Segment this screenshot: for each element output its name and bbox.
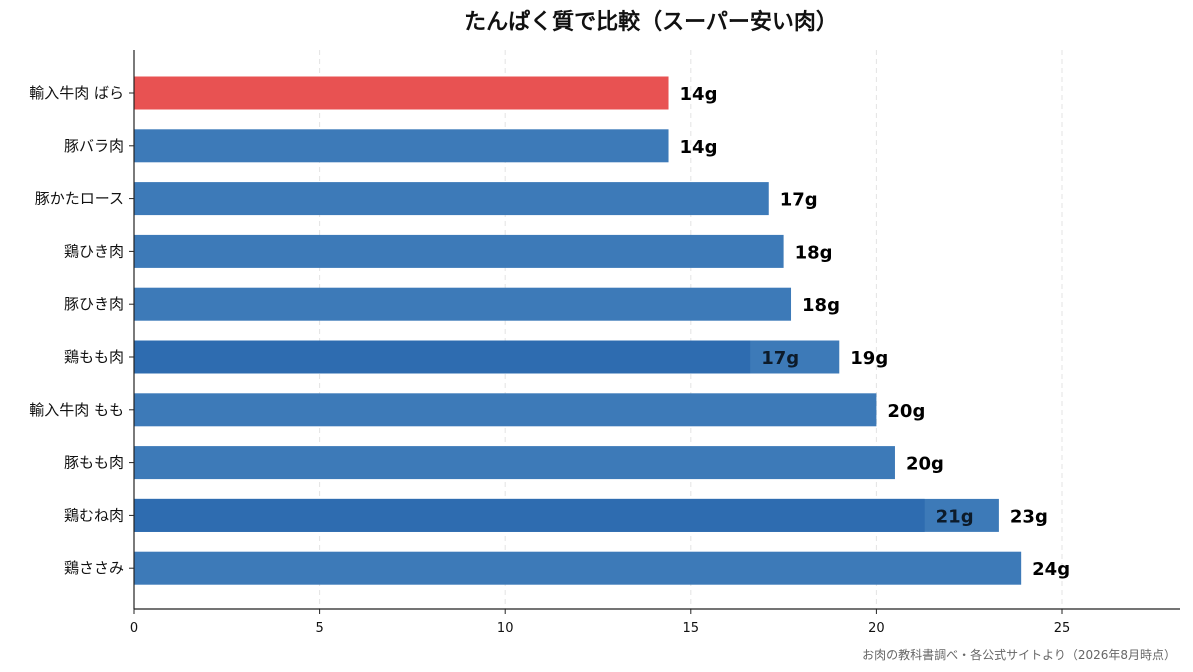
bar [134,446,895,480]
category-label: 豚かたロース [35,190,124,208]
category-label: 豚ひき肉 [64,295,124,313]
category-label: 豚もも肉 [64,454,124,472]
bar [134,234,784,268]
value-label: 18g [802,295,840,316]
value-label: 17g [780,190,818,211]
bar [134,551,1022,585]
inner-segment-label: 21g [936,506,974,527]
bar [134,182,769,216]
inner-segment-bar [134,340,751,374]
value-label: 23g [1010,506,1048,527]
value-label: 24g [1032,559,1070,580]
value-label: 20g [887,401,925,422]
x-tick-label: 10 [497,621,514,636]
value-label: 20g [906,454,944,475]
bar-highlight [134,76,669,110]
chart-title: たんぱく質で比較（スーパー安い肉） [464,9,838,35]
category-label: 鶏ひき肉 [64,242,124,260]
value-labels: 14g 14g 17g 18g 18g 19g 20g 20g 23g 24g 17g 21g [680,84,1071,580]
category-label: 鶏むね肉 [64,506,124,524]
x-tick-label: 25 [1054,621,1071,636]
inner-segment-label: 17g [761,348,799,369]
axes: 0 5 10 15 20 25 [129,50,1180,636]
x-tick-label: 15 [683,621,700,636]
category-label: 輸入牛肉 もも [29,401,124,419]
x-tick-label: 0 [130,621,138,636]
bar [134,393,877,427]
category-label: 鶏ささみ [64,559,124,577]
bars [134,76,1022,585]
source-note: お肉の教科書調べ・各公式サイトより（2026年8月時点） [862,647,1176,662]
value-label: 14g [680,137,718,158]
bar [134,287,792,321]
inner-segment-bar [134,498,925,532]
value-label: 18g [795,242,833,263]
value-label: 19g [850,348,888,369]
category-label: 輸入牛肉 ばら [29,84,124,102]
category-label: 鶏もも肉 [64,348,124,366]
value-label: 14g [680,84,718,105]
bar [134,129,669,163]
x-tick-label: 5 [315,621,323,636]
category-label: 豚バラ肉 [64,137,124,155]
x-tick-label: 20 [868,621,885,636]
